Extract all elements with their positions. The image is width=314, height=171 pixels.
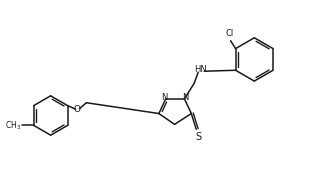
Text: N: N bbox=[162, 93, 168, 102]
Text: Cl: Cl bbox=[225, 29, 234, 38]
Text: O: O bbox=[73, 105, 80, 114]
Text: N: N bbox=[182, 93, 189, 102]
Text: CH$_3$: CH$_3$ bbox=[5, 119, 21, 132]
Text: S: S bbox=[195, 132, 201, 142]
Text: HN: HN bbox=[194, 65, 207, 74]
